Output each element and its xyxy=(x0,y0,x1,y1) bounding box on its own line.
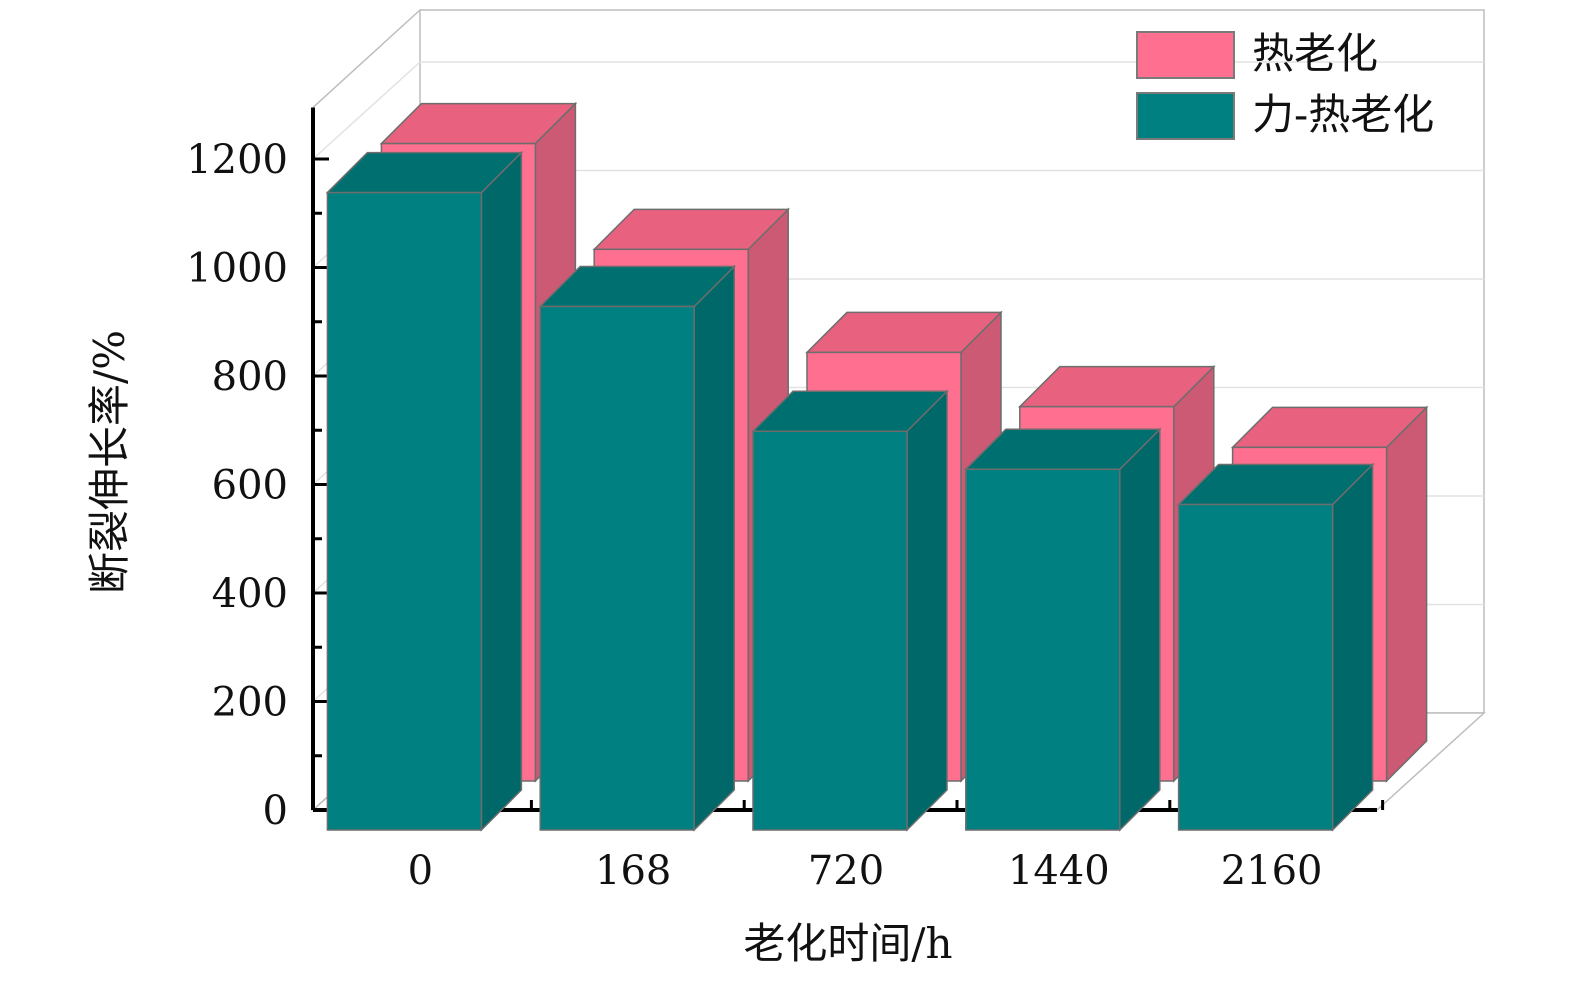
y-tick-label: 600 xyxy=(212,463,288,509)
bar-mech-heat-aging xyxy=(751,389,949,832)
bar-side xyxy=(693,264,735,832)
bar-front xyxy=(539,305,695,831)
x-tick-labels: 0 168 720 1440 2160 xyxy=(408,800,1385,894)
bar-mech-heat-aging xyxy=(963,427,1162,832)
bar-side xyxy=(1385,405,1428,783)
x-tick-label: 0 xyxy=(408,848,433,894)
y-tick-labels: 0 200 400 600 800 1000 1200 xyxy=(186,137,288,834)
x-tick-label: 168 xyxy=(595,848,671,894)
series-mech-heat-aging xyxy=(325,150,1375,832)
bar-mech-heat-aging xyxy=(1176,462,1375,832)
bar-front xyxy=(1177,503,1334,831)
legend-label-mech: 力-热老化 xyxy=(1252,90,1434,139)
bar-side xyxy=(1331,462,1374,832)
side-grid-line xyxy=(312,61,421,160)
bar-front xyxy=(326,191,483,831)
x-tick-label: 1440 xyxy=(1008,848,1110,894)
bar-side xyxy=(1119,427,1161,832)
bar-front xyxy=(965,468,1121,831)
bar-mech-heat-aging xyxy=(538,264,737,832)
legend-label-heat: 热老化 xyxy=(1252,29,1378,78)
y-axis-title: 断裂伸长率/% xyxy=(85,330,134,594)
bar-front xyxy=(752,430,908,831)
x-tick-label: 2160 xyxy=(1221,848,1323,894)
y-tick-label: 1000 xyxy=(186,246,288,292)
y-tick-label: 0 xyxy=(263,788,288,834)
x-tick-label: 720 xyxy=(808,848,884,894)
y-tick-label: 800 xyxy=(212,354,288,400)
legend-swatch-mech xyxy=(1136,92,1235,140)
legend-swatch-heat xyxy=(1136,31,1235,79)
top-depth-edge xyxy=(312,9,421,109)
y-tick-label: 400 xyxy=(212,571,288,617)
bar-side xyxy=(480,150,523,832)
x-axis-title: 老化时间/h xyxy=(743,919,952,968)
bar-mech-heat-aging xyxy=(325,150,524,832)
bar-side xyxy=(906,389,948,832)
legend: 热老化 力-热老化 xyxy=(1136,29,1434,140)
y-tick-label: 200 xyxy=(212,680,288,726)
y-tick-label: 1200 xyxy=(186,137,288,183)
